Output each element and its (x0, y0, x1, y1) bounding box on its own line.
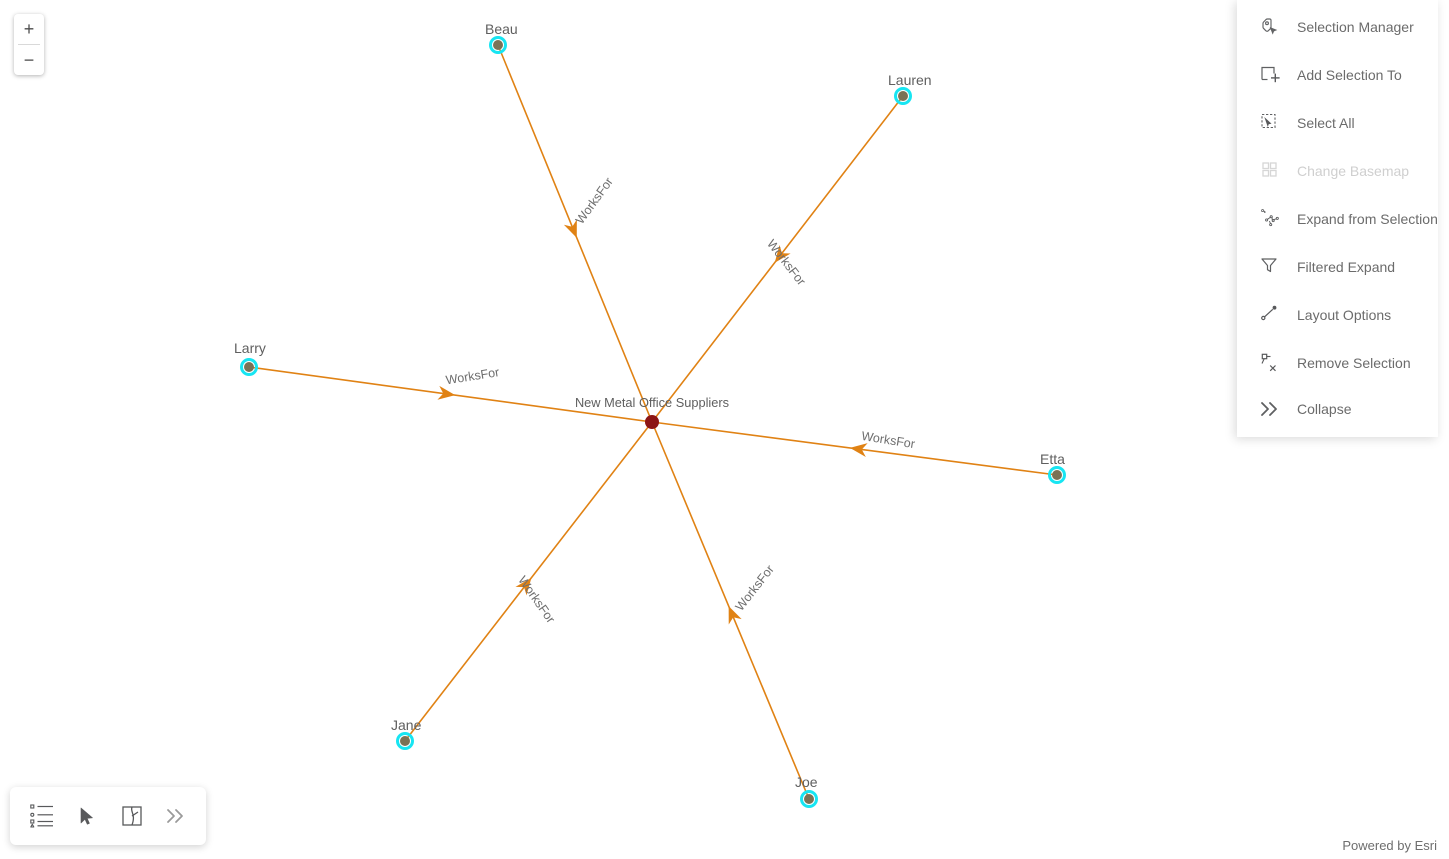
svg-text:WorksFor: WorksFor (861, 429, 916, 451)
svg-text:WorksFor: WorksFor (764, 237, 808, 288)
svg-text:WorksFor: WorksFor (515, 573, 557, 625)
svg-text:Beau: Beau (485, 21, 518, 37)
svg-text:Larry: Larry (234, 340, 266, 356)
svg-text:Etta: Etta (1040, 451, 1065, 467)
svg-text:Lauren: Lauren (888, 72, 932, 88)
svg-text:WorksFor: WorksFor (573, 175, 616, 227)
svg-text:WorksFor: WorksFor (733, 562, 777, 613)
svg-text:Joe: Joe (795, 774, 818, 790)
svg-text:Jane: Jane (391, 717, 422, 733)
svg-text:WorksFor: WorksFor (445, 365, 500, 387)
svg-text:New Metal Office Suppliers: New Metal Office Suppliers (575, 395, 729, 410)
